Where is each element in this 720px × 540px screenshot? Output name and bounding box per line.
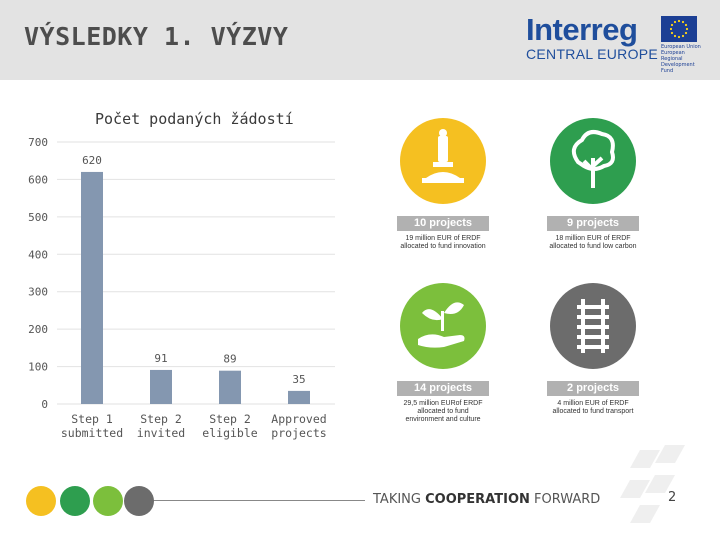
chart-title: Počet podaných žádostí: [95, 110, 294, 128]
priority-description: 29,5 million EURof ERDF allocated to fund…: [403, 400, 483, 423]
footer-divider: [150, 500, 365, 501]
projects-count-ribbon: 9 projects: [547, 216, 639, 231]
y-tick-label: 200: [28, 323, 48, 336]
y-tick-label: 500: [28, 211, 48, 224]
bar-chart: 0 100 200 300 400 500 600 700 620 91 89 35: [28, 136, 335, 411]
priority-3: 14 projects 29,5 million EURof ERDF alloca…: [358, 283, 528, 424]
bar-value-label: 89: [223, 353, 236, 366]
x-tick-label: Step 2 eligible: [202, 412, 258, 440]
y-tick-label: 0: [41, 398, 48, 411]
mini-plant-icon: [93, 486, 123, 516]
priority-description: 4 million EUR of ERDF allocated to fund t…: [552, 400, 634, 415]
projects-count-ribbon: 10 projects: [397, 216, 489, 231]
bar: [219, 370, 241, 404]
microscope-icon: [400, 118, 486, 204]
priority-description: 19 million EUR of ERDF allocated to fund …: [400, 235, 486, 250]
logo-subtitle: CENTRAL EUROPE: [526, 46, 659, 62]
mini-railway-icon: [124, 486, 154, 516]
bar: [81, 171, 103, 404]
x-tick-label: Step 1 submitted: [60, 412, 124, 440]
bar: [288, 390, 310, 404]
y-tick-label: 700: [28, 136, 48, 149]
eu-text: European Union European Regional Develop…: [661, 44, 701, 74]
logo-word: Interreg: [526, 12, 638, 47]
mini-innovation-icon: [26, 486, 56, 516]
y-tick-label: 400: [28, 248, 48, 261]
x-tick-label: Approved projects: [271, 412, 327, 440]
railway-icon: [550, 283, 636, 369]
priority-description: 18 million EUR of ERDF allocated to fund …: [549, 235, 637, 250]
decorative-arrows-icon: [620, 445, 685, 523]
bar: [150, 369, 172, 404]
mini-tree-icon: [60, 486, 90, 516]
y-tick-label: 100: [28, 361, 48, 374]
page-number: 2: [668, 490, 677, 505]
y-tick-label: 300: [28, 286, 48, 299]
tagline: TAKING COOPERATION FORWARD: [373, 492, 601, 507]
priority-1: 10 projects 19 million EUR of ERDF allocat…: [358, 118, 528, 251]
page-title: VÝSLEDKY 1. VÝZVY: [24, 22, 289, 51]
projects-count-ribbon: 14 projects: [397, 381, 489, 396]
x-tick-label: Step 2 invited: [136, 412, 186, 440]
plant-hand-icon: [400, 283, 486, 369]
bar-value-label: 35: [292, 373, 305, 386]
priority-2: 9 projects 18 million EUR of ERDF allocate…: [508, 118, 678, 251]
tree-icon: [550, 118, 636, 204]
interreg-logo: Interreg CENTRAL EUROPE European Union E…: [520, 12, 710, 74]
header-bar: VÝSLEDKY 1. VÝZVY Interreg CENTRAL EUROP…: [0, 0, 720, 80]
priority-4: 2 projects 4 million EUR of ERDF allocated…: [508, 283, 678, 416]
eu-flag-icon: [661, 16, 697, 42]
projects-count-ribbon: 2 projects: [547, 381, 639, 396]
y-tick-label: 600: [28, 173, 48, 186]
bar-value-label: 91: [154, 352, 167, 365]
bar-value-label: 620: [82, 154, 102, 167]
